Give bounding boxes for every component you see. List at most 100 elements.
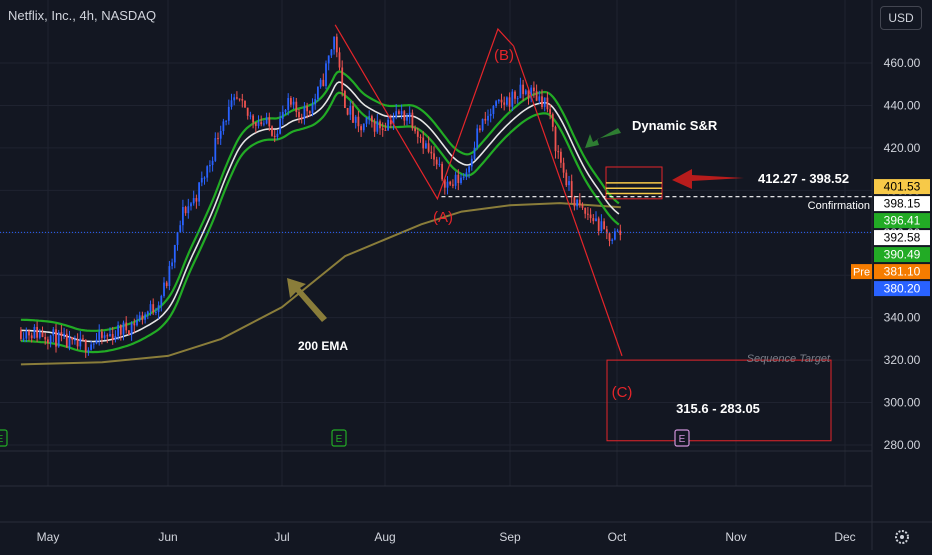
dynamic-sr-arrow — [585, 128, 621, 148]
candle-body — [179, 225, 182, 233]
candle-body — [454, 174, 457, 186]
candle-body — [241, 99, 244, 101]
candle-body — [254, 122, 257, 126]
candle-body — [281, 111, 284, 119]
candle-body — [562, 162, 565, 173]
wave-label-c: (C) — [612, 384, 633, 401]
candle-body — [276, 133, 279, 137]
price-label-box — [874, 281, 930, 297]
price-label-box — [874, 264, 930, 280]
dynamic-sr-label: Dynamic S&R — [632, 118, 718, 133]
earnings-marker: E — [0, 429, 8, 447]
candle-body — [84, 339, 87, 352]
candle-body — [263, 123, 265, 125]
candle-body — [79, 338, 82, 347]
candle-body — [619, 230, 622, 235]
candle-body — [74, 339, 76, 341]
candle-body — [101, 331, 103, 338]
candle-body — [230, 100, 233, 107]
x-tick-label: Sep — [499, 530, 521, 544]
candle-body — [379, 121, 381, 129]
candle-body — [52, 329, 55, 336]
earnings-marker: E — [674, 429, 690, 447]
candle-body — [138, 315, 141, 321]
candle-body — [346, 107, 349, 115]
candle-body — [236, 97, 238, 99]
candle-body — [182, 207, 184, 226]
symbol-title: Netflix, Inc., 4h, NASDAQ — [8, 8, 157, 23]
candle-body — [398, 111, 400, 115]
candle-body — [519, 84, 522, 99]
candle-body — [109, 334, 111, 336]
earnings-letter: E — [336, 434, 343, 445]
candle-body — [195, 198, 198, 202]
candle-body — [144, 314, 147, 320]
ema-arrow — [287, 278, 327, 322]
candle-body — [538, 96, 541, 101]
currency-button[interactable]: USD — [880, 6, 922, 30]
candle-body — [341, 67, 344, 91]
candle-body — [427, 143, 430, 152]
y-tick-label: 420.00 — [884, 141, 921, 155]
earnings-letter: E — [679, 434, 686, 445]
candle-body — [149, 304, 152, 312]
candle-body — [530, 87, 533, 99]
earnings-box — [0, 429, 8, 447]
candle-body — [597, 218, 600, 231]
price-label-box — [874, 213, 930, 229]
candle-body — [487, 115, 489, 121]
candle-body — [203, 177, 206, 179]
candle-body — [414, 128, 417, 132]
price-label-box — [874, 196, 930, 212]
candle-body — [470, 158, 473, 167]
candle-body — [260, 122, 263, 125]
candle-body — [95, 339, 98, 344]
candle-body — [465, 172, 468, 177]
candle-body — [44, 337, 47, 340]
candle-body — [605, 229, 608, 234]
target-range-label: 315.6 - 283.05 — [676, 401, 760, 416]
candle-body — [381, 128, 384, 130]
candle-body — [155, 312, 157, 314]
candle-body — [551, 114, 554, 127]
candle-body — [290, 98, 292, 105]
settings-gear-icon[interactable] — [895, 530, 909, 544]
candle-body — [20, 330, 22, 339]
candle-body — [317, 86, 319, 99]
candle-body — [209, 165, 211, 167]
candle-body — [430, 151, 433, 154]
candle-body — [411, 112, 414, 129]
sequence-target-label: Sequence Target — [747, 353, 831, 365]
candle-body — [546, 97, 549, 110]
candle-body — [257, 122, 260, 126]
candle-body — [30, 335, 33, 339]
candle-body — [389, 119, 392, 125]
candle-body — [481, 118, 484, 131]
candle-body — [441, 163, 444, 180]
candle-body — [433, 153, 435, 160]
candle-body — [168, 266, 171, 287]
candle-body — [589, 214, 592, 219]
price-label: 381.10 — [884, 265, 921, 279]
candle-body — [438, 163, 441, 165]
candle-body — [227, 106, 230, 121]
candle-body — [608, 233, 611, 242]
candle-body — [371, 116, 373, 122]
candle-body — [514, 91, 516, 99]
candle-body — [406, 116, 408, 121]
candle-body — [587, 213, 589, 215]
candle-body — [570, 181, 573, 198]
candle-body — [533, 87, 535, 92]
candle-body — [122, 322, 125, 335]
wave-label-a: (A) — [433, 209, 453, 226]
candle-body — [603, 221, 606, 230]
candle-body — [473, 147, 476, 159]
candle-body — [365, 117, 368, 124]
candle-body — [130, 323, 133, 335]
candle-body — [322, 79, 325, 86]
candle-body — [246, 107, 249, 116]
candle-body — [344, 90, 346, 108]
candle-body — [222, 121, 225, 132]
